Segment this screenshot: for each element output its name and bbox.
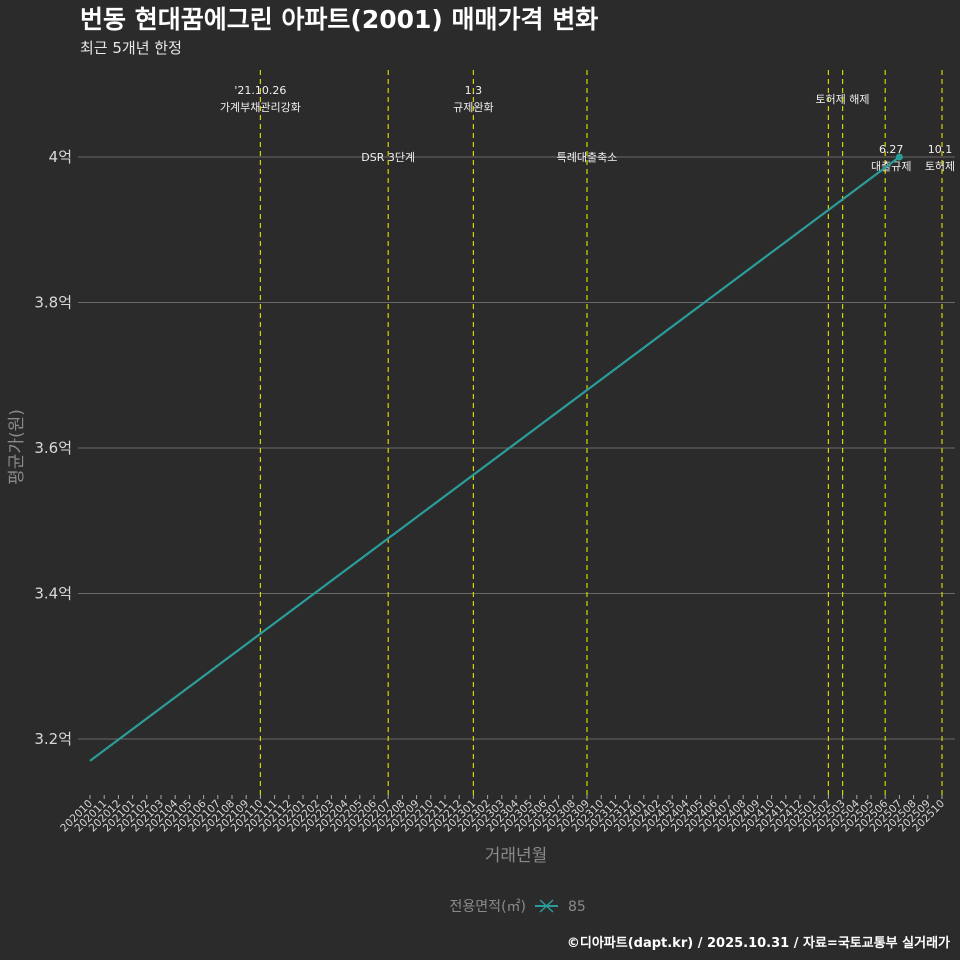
event-label: DSR 3단계 xyxy=(361,151,415,164)
event-label: 가계부채관리강화 xyxy=(220,101,301,114)
legend: 전용면적(㎡) 85 xyxy=(450,899,586,915)
series-line xyxy=(89,156,901,762)
event-label: 토허제 xyxy=(925,160,955,173)
event-label: 규제완화 xyxy=(453,101,493,114)
y-tick-label: 3.2억 xyxy=(34,730,72,748)
x-axis-label: 거래년월 xyxy=(485,846,548,866)
y-tick-label: 3.6억 xyxy=(34,439,72,457)
y-tick-label: 3.4억 xyxy=(34,585,72,603)
y-axis-label: 평균가(원) xyxy=(7,409,27,485)
legend-title: 전용면적(㎡) xyxy=(450,899,526,915)
data-point xyxy=(895,153,903,161)
chart-title: 번동 현대꿈에그린 아파트(2001) 매매가격 변화 xyxy=(80,5,598,34)
y-tick-label: 4억 xyxy=(49,148,72,166)
event-date: 1.3 xyxy=(465,84,483,97)
legend-key-icon xyxy=(535,899,558,913)
legend-cross xyxy=(539,899,554,913)
event-label: 특례대출축소 xyxy=(557,151,618,164)
event-date: '21.10.26 xyxy=(234,84,286,97)
chart-subtitle: 최근 5개년 한정 xyxy=(80,39,182,57)
caption: ©디아파트(dapt.kr) / 2025.10.31 / 자료=국토교통부 실… xyxy=(567,935,950,951)
event-date: 6.27 xyxy=(879,143,904,156)
event-date: 10.1 xyxy=(928,143,953,156)
y-tick-label: 3.8억 xyxy=(34,294,72,312)
legend-label: 85 xyxy=(568,899,586,915)
